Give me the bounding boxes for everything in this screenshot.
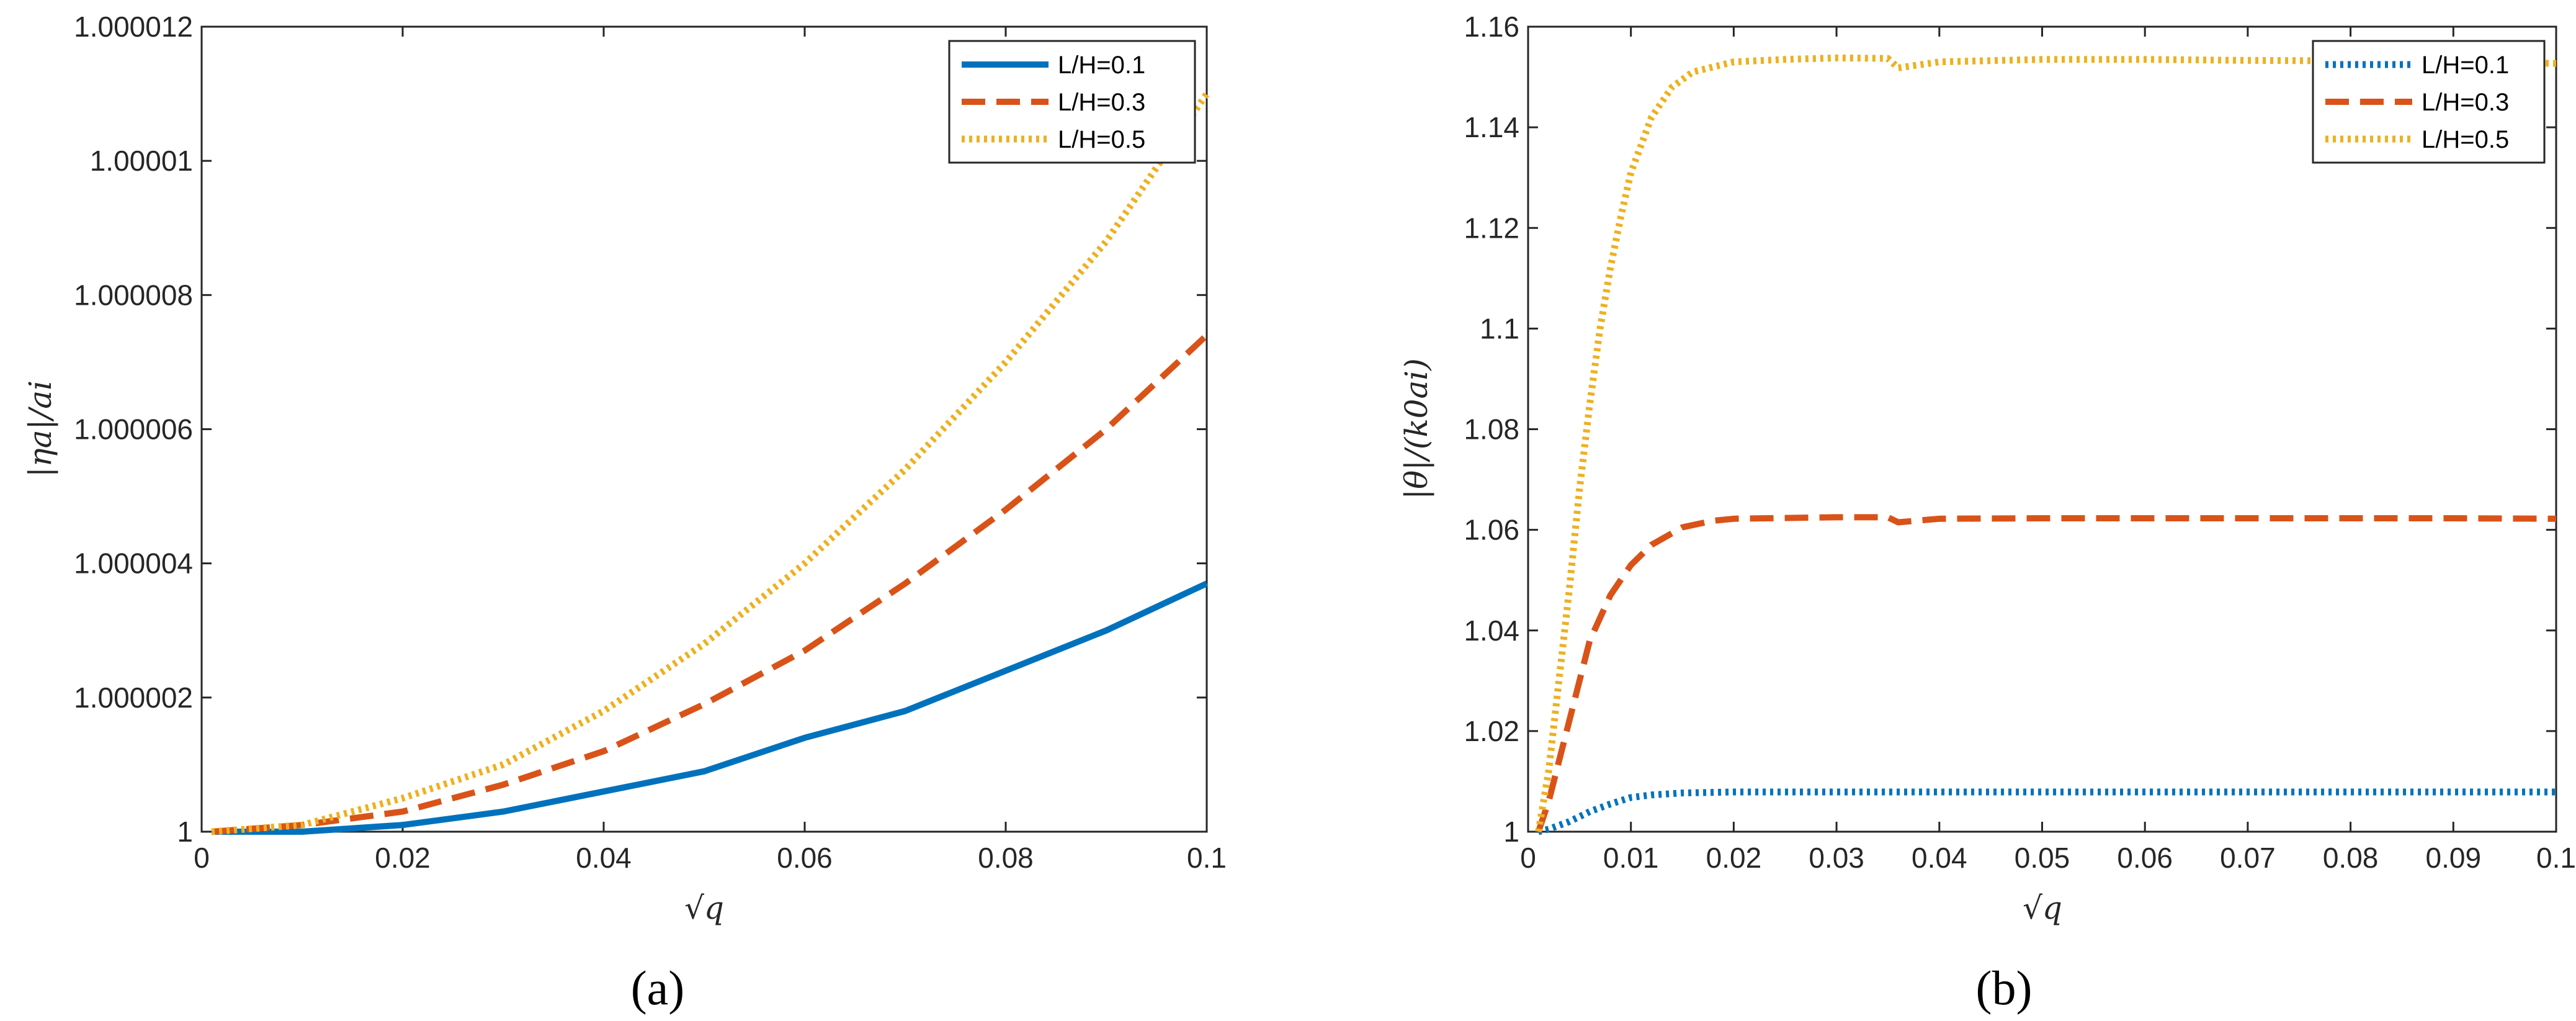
y-tick-label: 1.08 [1464, 413, 1519, 446]
legend-box [948, 40, 1196, 164]
x-tick-label: 0.01 [1603, 842, 1659, 874]
y-tick-label: 1.16 [1464, 11, 1519, 43]
legend-label: L/H=0.3 [2422, 89, 2509, 116]
axis-ticks-a: 0 0.02 0.04 0.06 0.08 0.1 1 1.000002 1.000004 1.0… [74, 11, 1227, 874]
chart-panel-a: 0 0.02 0.04 0.06 0.08 0.1 1 1.000002 1.000004 1.0… [22, 11, 1227, 1015]
y-tick-label: 1.000004 [74, 547, 193, 580]
x-tick-label: 0.02 [1706, 842, 1762, 874]
y-axis-label-a: |ηa|/ai [22, 380, 58, 477]
x-axis-label-a: √q [684, 890, 724, 926]
legend-label: L/H=0.1 [2422, 52, 2509, 79]
y-tick-label: 1.06 [1464, 514, 1519, 546]
x-tick-label: 0.03 [1809, 842, 1864, 874]
y-tick-label: 1 [1503, 816, 1519, 848]
legend-label: L/H=0.5 [2422, 126, 2509, 153]
legend-box [2312, 40, 2546, 164]
series-line-l-h-0-1 [212, 580, 1209, 835]
y-tick-label: 1.000008 [74, 279, 193, 311]
y-tick-label: 1.02 [1464, 715, 1519, 747]
series-line-l-h-0-5 [1535, 54, 2557, 832]
x-tick-label: 0.08 [978, 842, 1034, 874]
y-tick-label: 1.00001 [90, 145, 193, 177]
y-tick-label: 1.000006 [74, 413, 193, 446]
y-tick-label: 1.000012 [74, 11, 193, 43]
legend-a: L/H=0.1 L/H=0.3 L/H=0.5 [948, 40, 1196, 164]
axis-ticks-b: 0 0.01 0.02 0.03 0.04 0.05 0.06 0.07 0.08 0.09 0.1… [1464, 11, 2576, 874]
chart-panel-b: 0 0.01 0.02 0.03 0.04 0.05 0.06 0.07 0.08 0.09 0.1… [1398, 11, 2576, 1015]
series-group-a [211, 92, 1210, 835]
y-tick-label: 1.12 [1464, 212, 1519, 244]
series-line-l-h-0-1 [1537, 788, 2556, 835]
x-tick-label: 0.05 [2015, 842, 2070, 874]
x-tick-label: 0 [194, 842, 210, 874]
legend-b: L/H=0.1 L/H=0.3 L/H=0.5 [2312, 40, 2546, 164]
y-tick-label: 1 [177, 816, 193, 848]
x-tick-label: 0.04 [576, 842, 632, 874]
x-tick-label: 0.04 [1912, 842, 1967, 874]
y-axis-label-b: |θ|/(k0ai) [1398, 358, 1434, 500]
x-tick-label: 0.02 [375, 842, 431, 874]
series-line-l-h-0-3 [1535, 514, 2557, 833]
series-line-l-h-0-3 [211, 333, 1209, 835]
x-tick-label: 0.1 [1187, 842, 1227, 874]
panel-caption-b: (b) [1976, 961, 2033, 1015]
series-group-b [1535, 54, 2557, 835]
x-tick-label: 0.06 [2117, 842, 2173, 874]
x-tick-label: 0.06 [777, 842, 833, 874]
x-tick-label: 0.07 [2220, 842, 2276, 874]
x-tick-label: 0 [1520, 842, 1536, 874]
y-tick-label: 1.04 [1464, 614, 1519, 647]
legend-label: L/H=0.3 [1058, 89, 1145, 116]
x-axis-label-b: √q [2023, 890, 2062, 926]
legend-label: L/H=0.1 [1058, 52, 1145, 79]
y-tick-label: 1.000002 [74, 681, 193, 714]
x-tick-label: 0.1 [2536, 842, 2576, 874]
panel-caption-a: (a) [631, 961, 685, 1015]
x-tick-label: 0.08 [2323, 842, 2379, 874]
x-tick-label: 0.09 [2426, 842, 2482, 874]
y-tick-label: 1.14 [1464, 111, 1519, 143]
y-tick-label: 1.1 [1480, 312, 1519, 344]
legend-label: L/H=0.5 [1058, 126, 1145, 153]
